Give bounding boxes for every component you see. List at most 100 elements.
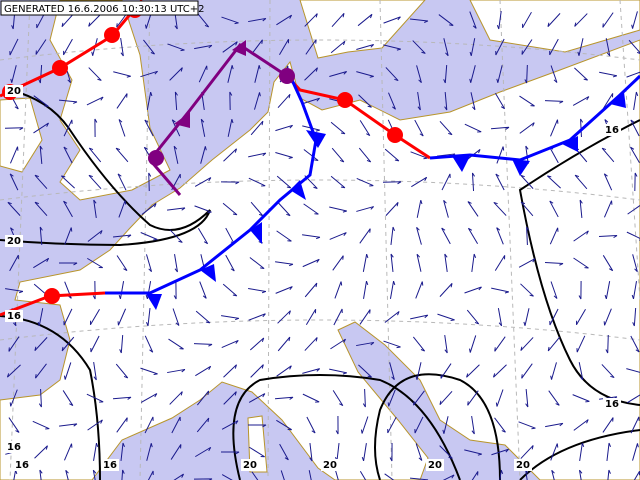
wind-arrow (88, 147, 102, 163)
baltic-states (469, 0, 640, 53)
wind-arrow (520, 283, 534, 297)
wind-arrow (5, 288, 24, 294)
wind-arrow (251, 39, 263, 55)
wind-arrow (11, 10, 16, 30)
wind-arrow (146, 308, 151, 327)
wind-arrow (627, 394, 640, 404)
wind-arrow (39, 145, 43, 165)
wind-arrow (145, 281, 152, 300)
wind-arrow (576, 335, 586, 353)
wind-arrow (466, 309, 480, 325)
wind-arrow (32, 420, 50, 430)
wind-arrow (275, 261, 294, 267)
wind-arrow (63, 119, 73, 137)
wind-arrow (35, 39, 47, 55)
wind-arrow (167, 207, 186, 211)
wind-arrow (167, 368, 186, 374)
wind-arrow (544, 100, 564, 104)
isotherm-label-box (5, 235, 23, 247)
wind-arrow (383, 44, 401, 51)
wind-arrow (495, 38, 505, 56)
wind-arrow (169, 67, 183, 81)
wind-arrow (144, 416, 154, 434)
wind-arrow (409, 18, 429, 23)
wind-arrow (626, 231, 640, 241)
wind-arrow (471, 471, 479, 480)
wind-arrow (87, 257, 103, 269)
wind-arrow (606, 442, 612, 461)
wind-arrow (249, 446, 265, 458)
isotherm-label: 20 (428, 460, 442, 471)
wind-arrow (58, 262, 78, 266)
wind-arrow (549, 38, 559, 56)
wind-arrow (384, 148, 400, 162)
wind-arrow (169, 391, 183, 405)
isotherm (518, 119, 640, 406)
ireland (0, 97, 43, 173)
wind-arrow (521, 39, 533, 55)
wind-arrow (443, 199, 449, 218)
wind-arrow (494, 255, 506, 271)
isotherm-label: 20 (243, 460, 257, 471)
wind-arrow (469, 335, 477, 353)
wind-arrow (277, 93, 291, 109)
wind-arrow (247, 424, 267, 428)
wind-arrow (197, 228, 209, 245)
wind-arrow (333, 308, 343, 326)
wind-arrow (250, 120, 264, 136)
wind-arrow (332, 390, 344, 407)
wind-arrow (254, 65, 261, 83)
wind-arrow (360, 416, 369, 434)
wind-arrow (331, 147, 345, 163)
wind-arrow (520, 445, 534, 459)
wind-arrow (359, 471, 367, 480)
wind-arrow (493, 201, 507, 216)
wind-arrow (223, 364, 237, 378)
wind-arrow (331, 12, 345, 28)
wind-arrow (578, 469, 583, 480)
isotherm-label-box (5, 441, 23, 453)
wind-arrow (4, 127, 24, 131)
occluded-front (148, 42, 288, 196)
wind-arrow (330, 121, 346, 135)
wind-arrow (276, 365, 292, 377)
wind-arrow (172, 308, 180, 326)
wind-arrow (550, 362, 557, 380)
wind-arrow (438, 14, 454, 26)
wind-arrow (302, 125, 320, 132)
wind-arrow (33, 257, 50, 269)
wind-arrow (494, 336, 506, 352)
wind-arrow (497, 308, 503, 327)
wind-arrow (8, 417, 20, 433)
wind-arrow (441, 227, 451, 245)
wind-arrow (146, 91, 153, 110)
wind-arrow (140, 232, 158, 241)
wind-arrow (304, 337, 318, 351)
wind-arrow (34, 201, 48, 217)
wind-arrow (118, 119, 126, 137)
wind-arrow (524, 64, 528, 84)
wind-arrow (491, 448, 509, 456)
wind-arrow (415, 443, 423, 461)
wind-arrow (383, 16, 401, 24)
wind-arrow (574, 174, 588, 190)
wind-arrow (496, 65, 503, 83)
wind-arrow (86, 393, 104, 403)
wind-arrow (389, 442, 393, 462)
warm-symbol (52, 60, 68, 76)
wind-arrow (439, 391, 453, 405)
wind-arrow (171, 416, 181, 434)
wind-arrow (64, 281, 72, 299)
wind-arrow (518, 421, 536, 430)
wind-arrow (444, 335, 448, 354)
wind-arrow (520, 337, 534, 351)
isotherm-label: 16 (15, 460, 29, 471)
wind-arrow (464, 123, 482, 133)
wind-arrow (173, 145, 179, 164)
wind-arrow (525, 388, 529, 408)
wind-arrow (92, 280, 96, 300)
wind-arrow (634, 172, 638, 192)
wind-arrow (303, 149, 319, 162)
wind-arrow (121, 469, 125, 480)
wind-arrow (601, 364, 615, 379)
